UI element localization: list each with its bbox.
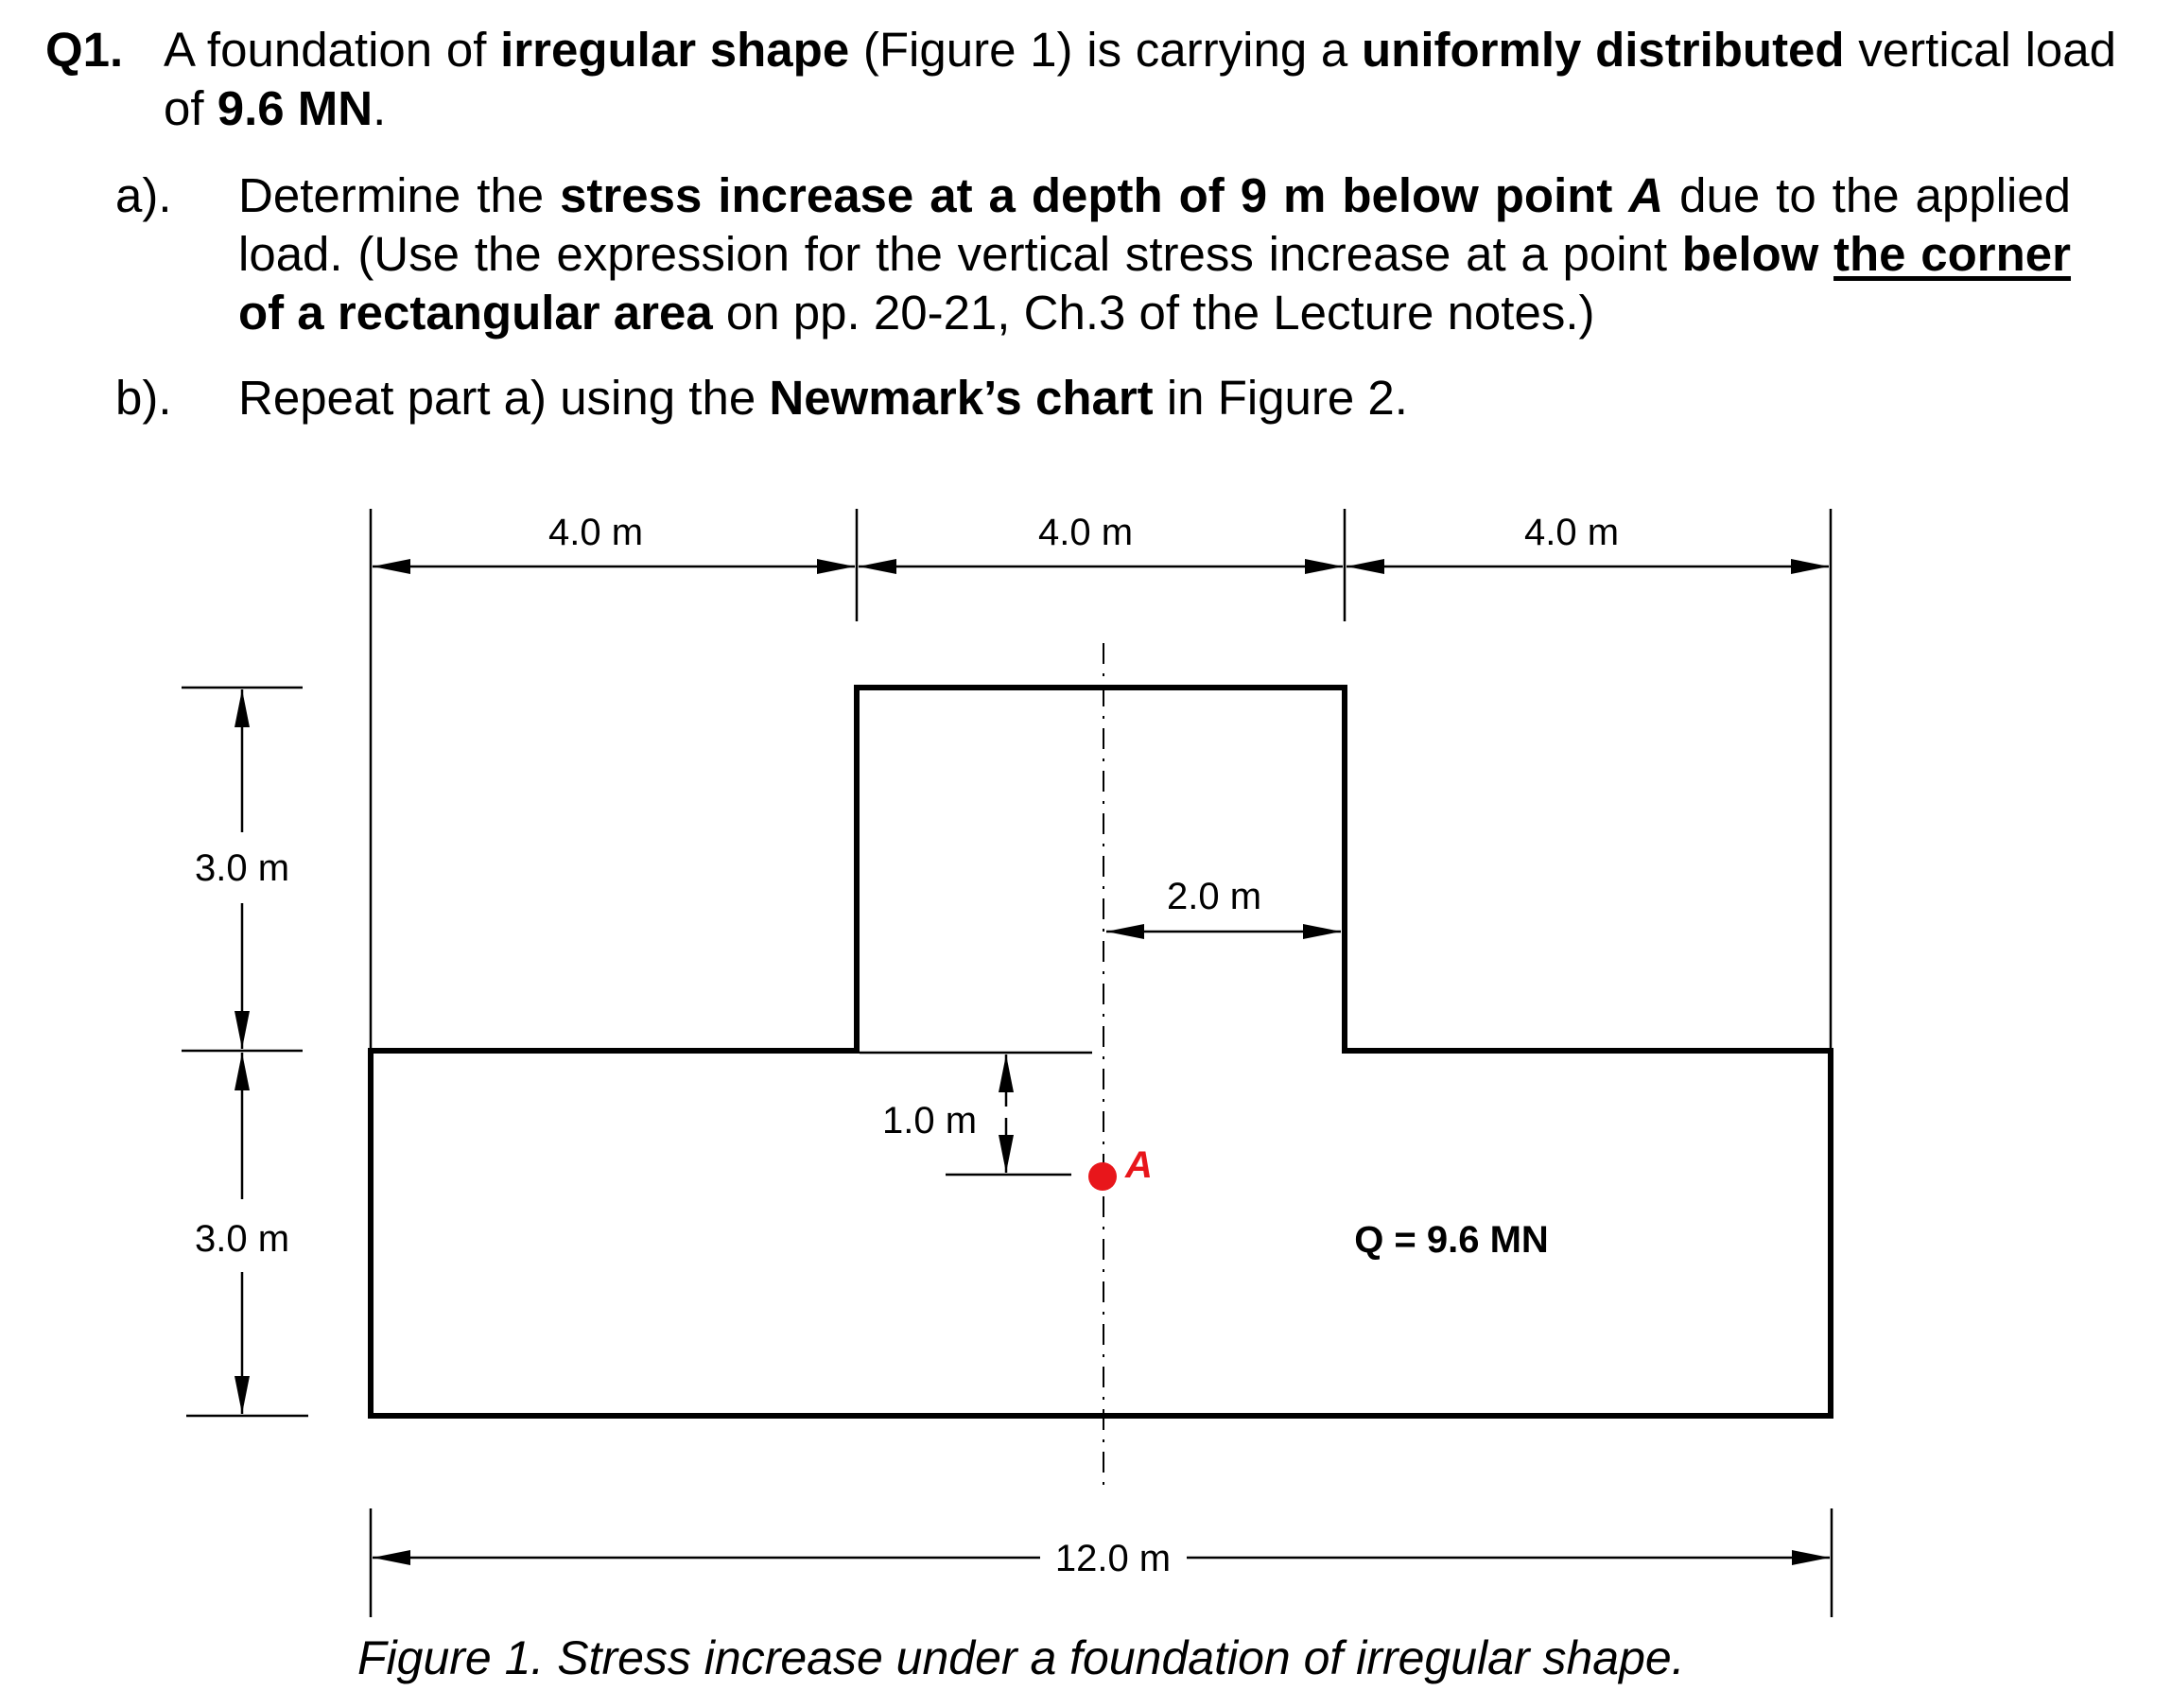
dim-label-left-upper: 3.0 m [195,847,289,889]
question-number: Q1. [45,23,124,77]
q-text-4: . [373,81,387,135]
part-a-text: Determine the stress increase at a depth… [238,166,2071,342]
part-b-t1: Repeat part a) using the [238,371,770,425]
q-bold-load: 9.6 MN [217,81,374,135]
part-a-label: a). [115,168,172,222]
part-a-b3-underlined: the corner [1833,227,2072,281]
part-b-text: Repeat part a) using the Newmark’s chart… [238,369,2071,427]
load-label: Q = 9.6 MN [1354,1219,1549,1261]
part-a-b4: of a rectangular area [238,286,713,340]
dim-label-top-middle: 4.0 m [1038,512,1133,553]
part-a-point-a: A [1628,168,1664,222]
foundation-outline [368,685,1833,1419]
dim-label-left-lower: 3.0 m [195,1218,289,1260]
dim-label-overall-width: 12.0 m [1055,1538,1171,1579]
part-b-newmark: Newmark’s chart [769,371,1154,425]
part-a-t2: due to the applied load. (Use the expres… [238,168,2071,281]
q-bold-uniformly-distributed: uniformly distributed [1362,23,1845,77]
part-a-b1: stress increase at a depth of 9 m below … [560,168,1629,222]
dim-label-offset: 1.0 m [882,1100,977,1142]
left-dimension-lines [182,686,308,1418]
q-text-2: (Figure 1) is carrying a [849,23,1363,77]
point-a-marker [1088,1162,1117,1191]
dim-label-top-left: 4.0 m [548,512,643,553]
inner-reference-lines [860,924,1341,1176]
part-b-t2: in Figure 2. [1153,371,1408,425]
dim-label-top-right: 4.0 m [1524,512,1619,553]
q-bold-irregular-shape: irregular shape [500,23,850,77]
part-a-t1: Determine the [238,168,561,222]
figure-caption: Figure 1. Stress increase under a founda… [357,1631,1685,1684]
point-a-label: A [1124,1144,1153,1186]
bottom-dimension [369,1508,1833,1617]
dim-label-half-width: 2.0 m [1167,876,1261,917]
q-text-3: vertical load of [164,23,2116,135]
top-dimension-lines [369,509,1833,1050]
part-a-b2: below [1681,227,1819,281]
q-text-1: A foundation of [164,23,501,77]
part-b-label: b). [115,371,172,425]
question-text: A foundation of irregular shape (Figure … [164,21,2116,138]
part-a-t3: on pp. 20-21, Ch.3 of the Lecture notes.… [712,286,1595,340]
